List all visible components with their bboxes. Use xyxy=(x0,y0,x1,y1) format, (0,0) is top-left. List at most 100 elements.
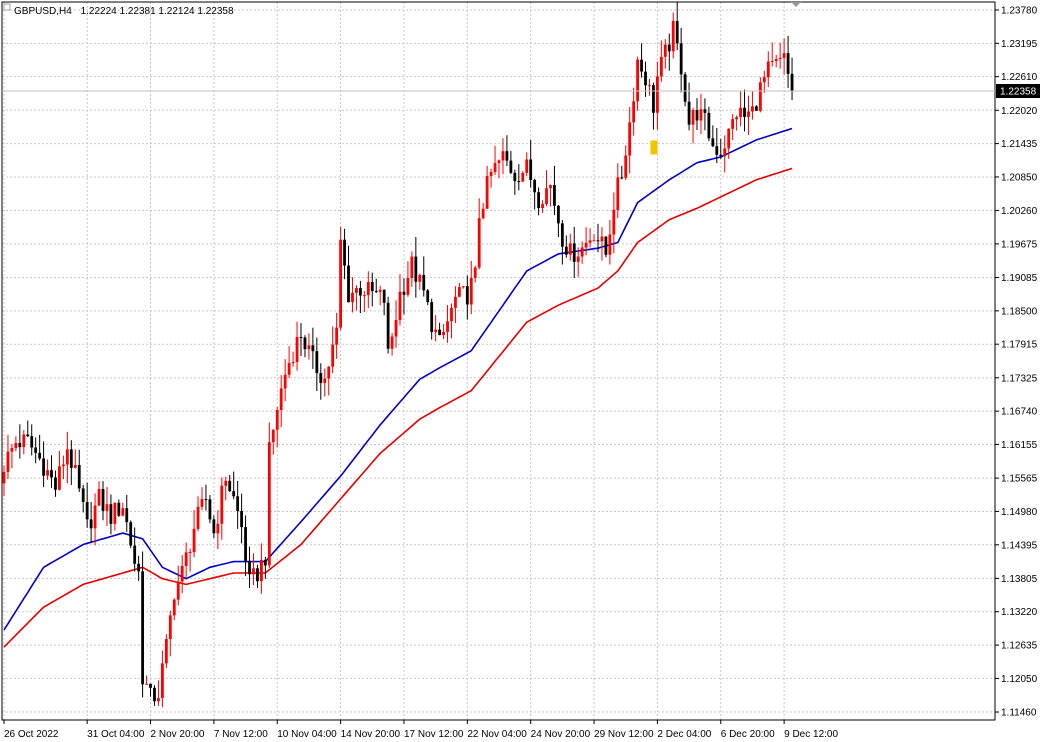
price-scale[interactable]: 1.23780 1.23195 1.22610 1.22020 1.21435 1.208… xyxy=(995,5,1038,719)
moving-averages xyxy=(3,127,793,648)
candle-body xyxy=(157,698,160,702)
candle-body xyxy=(529,159,533,180)
candle xyxy=(394,300,398,348)
candle-body xyxy=(168,615,172,639)
price-tick-label: 1.23780 xyxy=(1001,5,1038,16)
candle-body xyxy=(121,508,125,516)
candle-body xyxy=(378,289,382,292)
time-tick-label: 29 Nov 12:00 xyxy=(594,729,654,740)
candle xyxy=(299,323,303,357)
candle-body xyxy=(42,458,45,476)
candle-body xyxy=(283,374,287,389)
candle xyxy=(703,98,707,131)
candle-body xyxy=(184,552,188,566)
candle-body xyxy=(497,160,501,164)
candle-body xyxy=(204,499,208,501)
time-tick-label: 31 Oct 04:00 xyxy=(87,729,145,740)
candle-body xyxy=(703,109,707,113)
candle xyxy=(267,422,271,569)
candle-body xyxy=(50,470,53,478)
candle-body xyxy=(501,151,505,161)
candle-body xyxy=(545,188,548,205)
candle xyxy=(129,520,133,549)
candle-body xyxy=(632,101,636,123)
candle-body xyxy=(675,20,679,44)
candle xyxy=(624,145,628,181)
candle-body xyxy=(196,506,200,529)
candle xyxy=(786,35,790,89)
candle-body xyxy=(723,148,727,157)
scroll-marker-icon[interactable] xyxy=(791,2,801,7)
candle xyxy=(168,610,172,657)
candle-body xyxy=(232,491,236,497)
candle xyxy=(97,481,101,507)
candle xyxy=(521,171,525,182)
candle-body xyxy=(786,53,790,74)
candle-body xyxy=(267,442,271,566)
candle-body xyxy=(58,466,61,490)
candle xyxy=(62,455,65,480)
candle xyxy=(461,286,465,289)
candle xyxy=(778,42,782,69)
candle-body xyxy=(663,44,667,57)
candle-body xyxy=(572,243,576,262)
moving-average-fast-line xyxy=(3,127,793,631)
candle-body xyxy=(465,286,469,305)
candle xyxy=(50,455,53,488)
candle-body xyxy=(117,502,121,516)
candle xyxy=(560,220,564,265)
candle xyxy=(14,436,18,452)
candle-body xyxy=(762,77,766,83)
candle-body xyxy=(93,505,97,529)
candle xyxy=(762,70,766,93)
time-tick-label: 10 Nov 04:00 xyxy=(277,729,337,740)
candle-body xyxy=(434,329,438,333)
candle xyxy=(719,138,723,159)
candle xyxy=(113,502,117,531)
candle-body xyxy=(628,122,632,156)
candle-body xyxy=(161,663,164,699)
price-tick-label: 1.12635 xyxy=(1001,641,1038,652)
candle-body xyxy=(188,551,192,553)
candle-body xyxy=(620,177,624,179)
candle xyxy=(315,337,319,392)
candle-body xyxy=(430,302,434,333)
candle-body xyxy=(97,489,101,506)
candle xyxy=(307,333,311,360)
candle xyxy=(699,93,703,135)
candle xyxy=(73,449,77,469)
candle xyxy=(351,277,354,313)
candle xyxy=(30,424,34,456)
candle-body xyxy=(14,442,18,449)
candle xyxy=(687,82,691,131)
candle-body xyxy=(105,504,109,511)
candle xyxy=(359,281,362,314)
candle xyxy=(378,285,382,306)
candle xyxy=(362,291,366,313)
candle xyxy=(426,288,430,306)
candle-body xyxy=(374,291,378,293)
time-tick-label: 9 Dec 12:00 xyxy=(784,729,838,740)
candle xyxy=(430,298,434,340)
candle-body xyxy=(446,321,449,332)
candle xyxy=(220,477,224,540)
candle xyxy=(450,303,453,339)
candle xyxy=(54,470,57,497)
candle xyxy=(196,496,200,532)
candle-body xyxy=(2,471,6,484)
candle xyxy=(695,98,699,130)
candle xyxy=(216,510,220,550)
candle xyxy=(648,78,651,96)
time-scale[interactable]: 26 Oct 2022 31 Oct 04:00 2 Nov 20:00 7 Nov … xyxy=(3,720,838,740)
candle xyxy=(549,184,552,207)
candle xyxy=(335,312,339,359)
candle xyxy=(739,91,742,127)
candle-body xyxy=(200,499,204,507)
candle xyxy=(260,543,263,594)
candle xyxy=(287,346,291,379)
candle-body xyxy=(489,171,493,177)
candle xyxy=(469,260,473,314)
candle-body xyxy=(299,336,303,338)
